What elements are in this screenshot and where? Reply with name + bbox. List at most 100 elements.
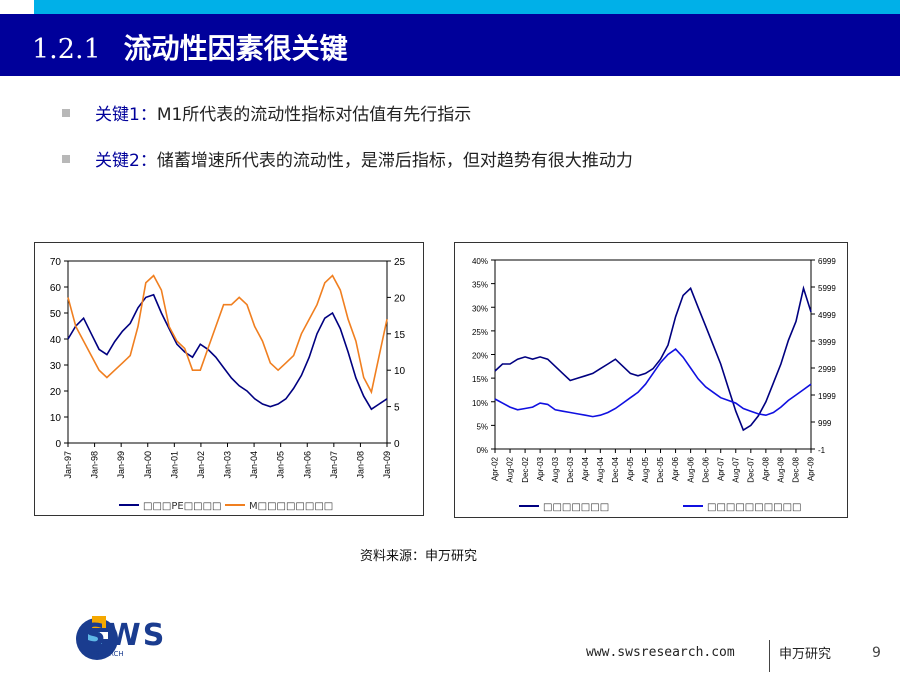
x-tick-label: Jan-99 <box>116 451 126 479</box>
y-right-tick-label: 10 <box>394 366 406 377</box>
series-line <box>67 274 388 395</box>
x-tick-label: Apr-07 <box>716 456 725 481</box>
sws-logo-icon <box>76 616 118 660</box>
y-left-tick-label: 40% <box>472 257 488 266</box>
x-tick-label: Dec-05 <box>656 456 665 482</box>
logo-subtext: RESEARCH <box>86 650 124 658</box>
x-tick-label: Jan-07 <box>329 451 339 479</box>
legend-label: □□□PE□□□□ <box>143 501 222 512</box>
title-text: 流动性因素很关键 <box>123 32 348 65</box>
x-tick-label: Aug-02 <box>506 456 515 482</box>
y-left-tick-label: 15% <box>472 375 488 384</box>
series-line <box>67 293 388 411</box>
series-line <box>494 285 812 432</box>
source-note: 资料来源：申万研究 <box>360 549 478 564</box>
x-tick-label: Jan-97 <box>63 451 73 479</box>
y-left-tick-label: 10% <box>472 399 488 408</box>
x-tick-label: Dec-02 <box>521 456 530 482</box>
x-tick-label: Aug-06 <box>686 456 695 482</box>
bullet-key: 关键2： <box>95 151 157 171</box>
x-tick-label: Jan-09 <box>382 451 392 479</box>
x-tick-label: Aug-07 <box>731 456 740 482</box>
y-left-tick-label: 30 <box>50 361 62 372</box>
series-line <box>494 348 812 418</box>
bullet-text: 储蓄增速所代表的流动性，是滞后指标，但对趋势有很大推动力 <box>156 151 633 171</box>
legend-label: M□□□□□□□□ <box>249 501 333 512</box>
y-right-tick-label: 2999 <box>818 365 836 374</box>
y-right-tick-label: 6999 <box>818 257 836 266</box>
x-tick-label: Aug-03 <box>551 456 560 482</box>
y-left-tick-label: 70 <box>50 257 62 268</box>
x-tick-label: Apr-05 <box>626 456 635 481</box>
plot-frame <box>494 259 812 450</box>
footer-divider <box>769 640 770 672</box>
section-number: 1.2.1 <box>32 34 101 65</box>
y-left-tick-label: 5% <box>476 422 488 431</box>
y-left-tick-label: 10 <box>50 413 62 424</box>
x-tick-label: Dec-04 <box>611 456 620 482</box>
bullet-text: M1所代表的流动性指标对估值有先行指示 <box>156 105 472 125</box>
legend-label: □□□□□□□□□□ <box>707 502 801 513</box>
y-right-tick-label: 20 <box>394 293 406 304</box>
y-right-tick-label: 1999 <box>818 392 836 401</box>
bullet-key: 关键1： <box>95 105 157 125</box>
y-right-tick-label: 4999 <box>818 311 836 320</box>
x-tick-label: Jan-05 <box>276 451 286 479</box>
bullet-list: 关键1：M1所代表的流动性指标对估值有先行指示 关键2：储蓄增速所代表的流动性，… <box>60 100 880 192</box>
x-tick-label: Jan-08 <box>355 451 365 479</box>
x-tick-label: Jan-01 <box>169 451 179 479</box>
y-left-tick-label: 25% <box>472 328 488 337</box>
savings-index-chart-svg: 40% 35% 30% 25% 20% 15% 10% 5% 0% 6999 5999 4999 399… <box>472 257 836 513</box>
x-tick-label: Jan-06 <box>302 451 312 479</box>
y-left-tick-label: 20 <box>50 387 62 398</box>
x-tick-label: Jan-98 <box>90 451 100 479</box>
x-tick-label: Dec-08 <box>792 456 801 482</box>
y-right-tick-label: 15 <box>394 330 406 341</box>
x-tick-label: Apr-06 <box>671 456 680 481</box>
bullet-item: 关键1：M1所代表的流动性指标对估值有先行指示 <box>60 100 880 146</box>
y-left-tick-label: 35% <box>472 281 488 290</box>
x-tick-label: Apr-04 <box>581 456 590 481</box>
x-tick-label: Aug-05 <box>641 456 650 482</box>
x-tick-label: Jan-04 <box>249 451 259 479</box>
top-stripe <box>34 0 900 14</box>
bullet-square-icon <box>62 109 70 117</box>
y-left-tick-label: 0% <box>476 446 488 455</box>
x-tick-label: Jan-03 <box>223 451 233 479</box>
x-tick-label: Apr-03 <box>536 456 545 481</box>
y-left-tick-label: 30% <box>472 304 488 313</box>
y-right-tick-label: 999 <box>818 419 832 428</box>
y-left-tick-label: 50 <box>50 309 62 320</box>
slide-title: 1.2.1 流动性因素很关键 <box>32 27 348 67</box>
y-right-tick-label: 25 <box>394 257 406 268</box>
x-tick-label: Apr-08 <box>762 456 771 481</box>
x-tick-label: Aug-04 <box>596 456 605 482</box>
footer-url[interactable]: www.swsresearch.com <box>586 645 735 660</box>
y-left-tick-label: 0 <box>55 439 61 450</box>
savings-index-chart: 40% 35% 30% 25% 20% 15% 10% 5% 0% 6999 5999 4999 399… <box>454 242 848 518</box>
x-tick-label: Dec-03 <box>566 456 575 482</box>
x-tick-label: Aug-08 <box>777 456 786 482</box>
x-tick-label: Jan-02 <box>196 451 206 479</box>
y-left-tick-label: 60 <box>50 283 62 294</box>
logo-text: SWS <box>84 618 167 653</box>
y-right-tick-label: 0 <box>394 439 400 450</box>
bullet-item: 关键2：储蓄增速所代表的流动性，是滞后指标，但对趋势有很大推动力 <box>60 146 880 192</box>
x-tick-label: Apr-09 <box>807 456 816 481</box>
bullet-square-icon <box>62 155 70 163</box>
y-left-tick-label: 20% <box>472 352 488 361</box>
x-tick-label: Dec-06 <box>701 456 710 482</box>
y-left-tick-label: 40 <box>50 335 62 346</box>
legend-label: □□□□□□□ <box>543 502 609 513</box>
y-right-tick-label: -1 <box>818 446 826 455</box>
y-right-tick-label: 5 <box>394 403 400 414</box>
y-right-tick-label: 5999 <box>818 284 836 293</box>
x-tick-label: Jan-00 <box>143 451 153 479</box>
x-tick-label: Dec-07 <box>746 456 755 482</box>
x-tick-label: Apr-02 <box>491 456 500 481</box>
page-number: 9 <box>872 645 881 661</box>
title-bar <box>0 14 900 76</box>
footer-brand: 申万研究 <box>779 647 832 662</box>
y-right-tick-label: 3999 <box>818 338 836 347</box>
